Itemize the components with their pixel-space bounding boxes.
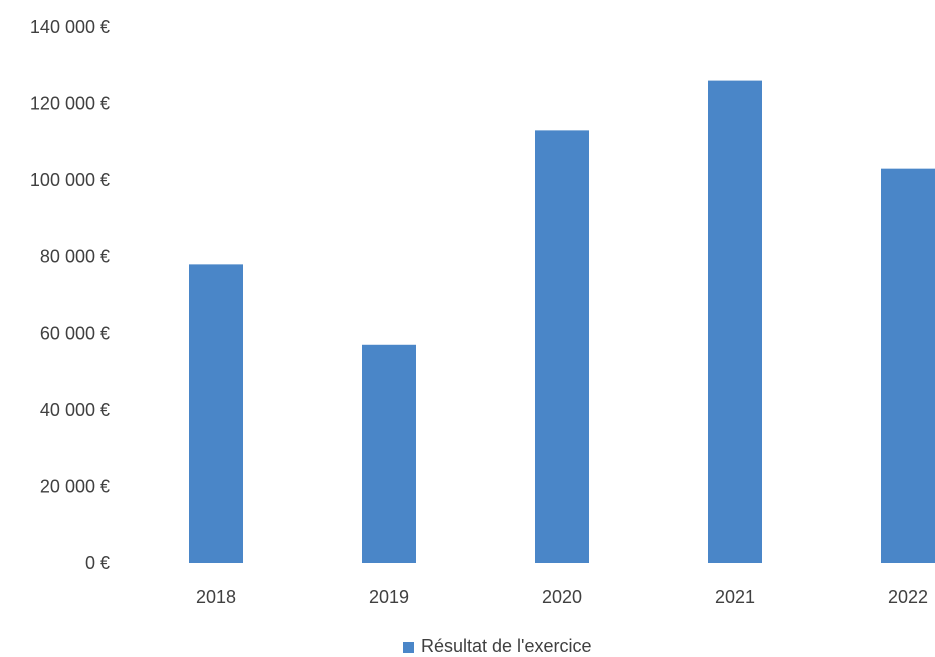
y-tick-label: 120 000 € xyxy=(30,94,110,114)
bar-2019 xyxy=(362,344,416,563)
bar-2022 xyxy=(881,168,935,563)
x-tick-label: 2020 xyxy=(542,587,582,607)
bar-2020 xyxy=(535,130,589,563)
x-tick-label: 2019 xyxy=(369,587,409,607)
legend-swatch xyxy=(403,642,414,653)
bar-2021 xyxy=(708,80,762,563)
legend: Résultat de l'exercice xyxy=(403,636,592,656)
y-tick-label: 80 000 € xyxy=(40,247,110,267)
x-tick-label: 2021 xyxy=(715,587,755,607)
y-tick-label: 0 € xyxy=(85,553,110,573)
y-axis: 0 € 20 000 € 40 000 € 60 000 € 80 000 € 100 0… xyxy=(30,17,110,573)
y-tick-label: 60 000 € xyxy=(40,323,110,343)
plot-area xyxy=(189,80,935,563)
y-tick-label: 140 000 € xyxy=(30,17,110,37)
y-tick-label: 100 000 € xyxy=(30,170,110,190)
x-axis: 2018 2019 2020 2021 2022 xyxy=(196,587,928,607)
y-tick-label: 40 000 € xyxy=(40,400,110,420)
x-tick-label: 2018 xyxy=(196,587,236,607)
y-tick-label: 20 000 € xyxy=(40,476,110,496)
x-tick-label: 2022 xyxy=(888,587,928,607)
legend-label: Résultat de l'exercice xyxy=(421,636,592,656)
bar-2018 xyxy=(189,264,243,563)
